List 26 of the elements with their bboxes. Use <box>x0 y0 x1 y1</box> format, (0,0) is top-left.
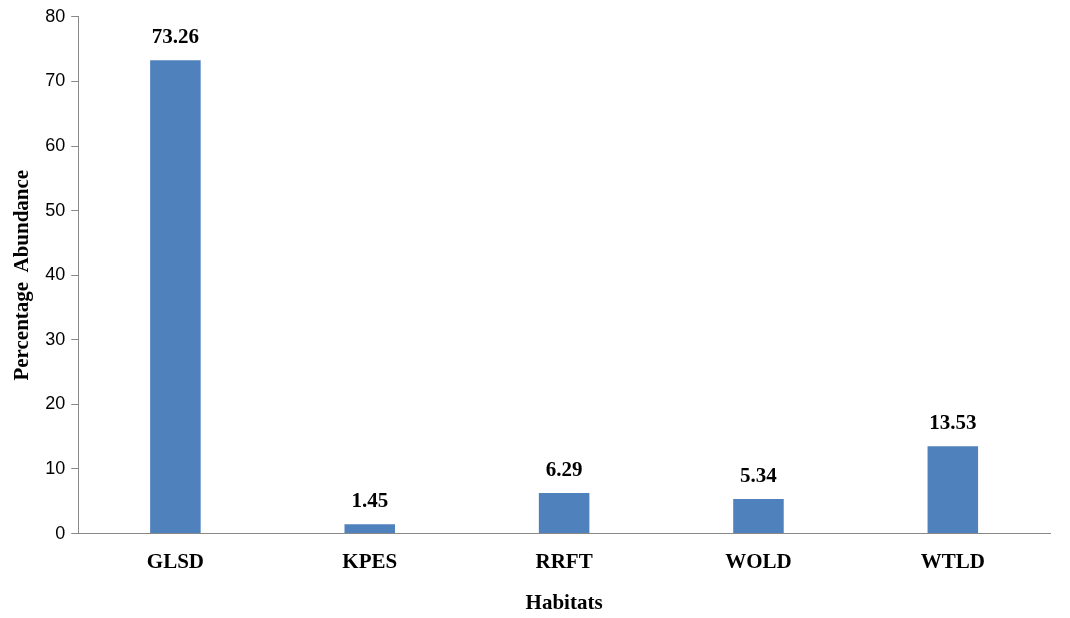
data-label: 1.45 <box>351 488 389 513</box>
y-tick-label: 60 <box>45 134 66 155</box>
y-tick-label: 20 <box>45 393 66 414</box>
x-tick-label: GLSD <box>146 548 204 573</box>
y-tick-label: 70 <box>45 70 66 91</box>
x-tick-label: WOLD <box>725 548 792 573</box>
y-tick-label: 0 <box>55 522 66 543</box>
data-label: 6.29 <box>545 456 583 481</box>
bar <box>344 524 396 534</box>
bar <box>150 60 201 534</box>
x-tick-label: WTLD <box>920 548 985 573</box>
y-tick-label: 30 <box>45 328 66 349</box>
y-tick-label: 50 <box>45 199 66 220</box>
x-axis-title: Habitats <box>525 589 603 614</box>
bar <box>927 446 979 534</box>
data-label: 13.53 <box>929 410 977 435</box>
y-tick-label: 10 <box>45 457 66 478</box>
bar <box>733 499 784 534</box>
y-tick-label: 80 <box>45 5 66 26</box>
data-label: 5.34 <box>740 463 778 488</box>
x-tick-label: RRFT <box>535 548 593 573</box>
y-tick-label: 40 <box>45 264 66 285</box>
x-tick-label: KPES <box>342 548 398 573</box>
data-label: 73.26 <box>151 24 200 49</box>
bar <box>538 492 590 534</box>
y-axis-title: Percentage Abundance <box>9 169 34 381</box>
